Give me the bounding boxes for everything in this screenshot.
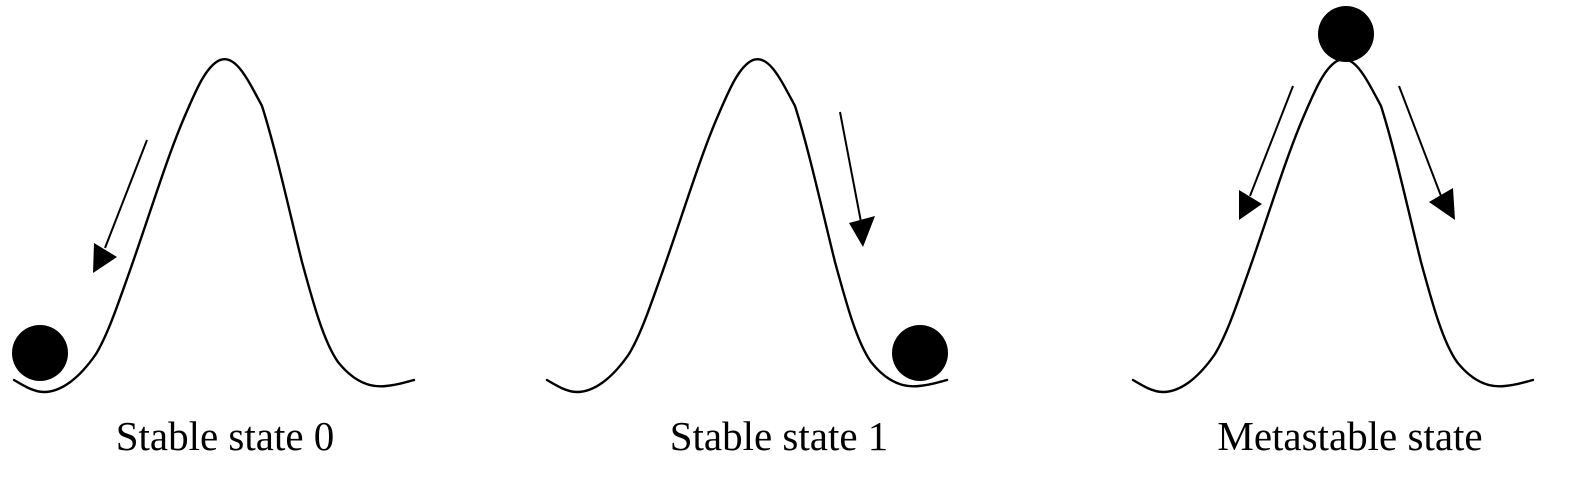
arrow-line-right: [1398, 85, 1442, 197]
arrow-head-right: [1429, 188, 1455, 220]
potential-curve: [12, 57, 416, 394]
ball: [892, 325, 948, 381]
state-label-stable-0: Stable state 0: [115, 413, 335, 459]
potential-well-diagram-metastable: [1131, 6, 1535, 394]
potential-well-diagram-stable-0: [12, 57, 416, 394]
arrow-head-left: [1239, 190, 1262, 220]
arrow-line: [839, 111, 862, 223]
arrow-head: [849, 216, 875, 247]
panel-stable-state-0: Stable state 0: [0, 0, 430, 480]
state-label-metastable: Metastable state: [1217, 413, 1483, 459]
panel-stable-state-1: Stable state 1: [533, 0, 963, 480]
potential-curve: [545, 57, 949, 394]
panel-metastable-state: Metastable state: [1119, 0, 1549, 480]
state-label-stable-1: Stable state 1: [669, 413, 889, 459]
potential-well-diagram-stable-1: [545, 57, 949, 394]
ball: [1318, 6, 1374, 62]
ball: [12, 325, 68, 381]
arrow-line: [104, 139, 148, 249]
arrow-line-left: [1249, 85, 1294, 197]
potential-curve: [1131, 57, 1535, 394]
arrow-head: [93, 243, 117, 273]
